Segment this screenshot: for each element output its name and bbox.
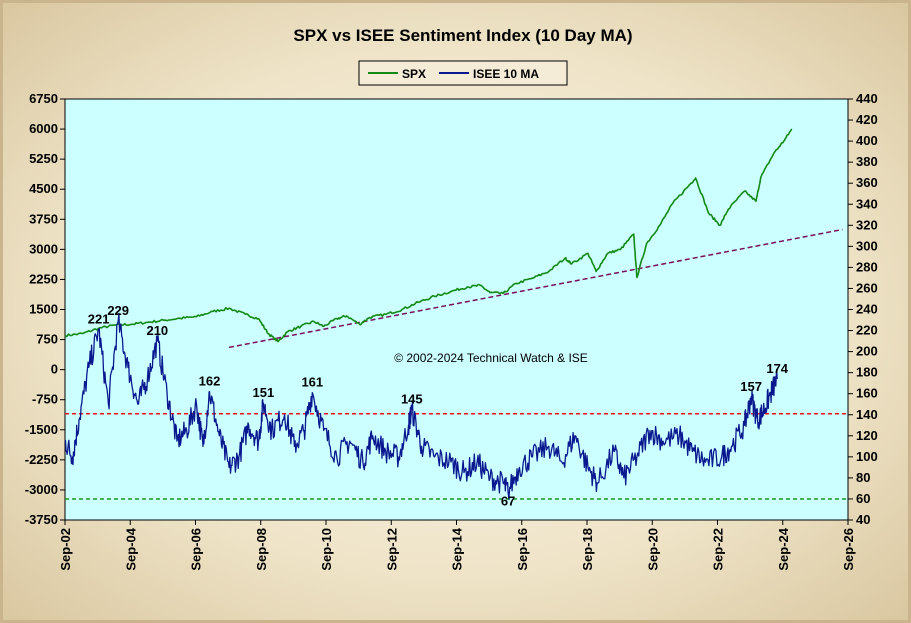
y-right-tick-label: 360 [856, 175, 878, 190]
left-y-axis: 6750 6000 5250 4500 3750 3000 2250 1500 750 0 -750… [25, 91, 65, 527]
spx-trendline [228, 228, 843, 349]
y-left-tick-label: -3000 [25, 482, 58, 497]
series-line-isee [64, 312, 778, 500]
spx-trendline-group [228, 228, 843, 349]
x-axis: Sep-02 Sep-04 Sep-06 Sep-08 Sep-10 Sep-12 Sep-… [58, 520, 856, 571]
y-right-tick-label: 400 [856, 133, 878, 148]
y-left-tick-label: 3000 [29, 241, 58, 256]
legend: SPX ISEE 10 MA [358, 60, 568, 86]
y-right-tick-label: 140 [856, 407, 878, 422]
series-line-spx [64, 128, 793, 343]
peak-label: 145 [401, 391, 423, 406]
y-right-tick-label: 380 [856, 154, 878, 169]
x-tick-label: Sep-26 [841, 528, 856, 571]
y-right-tick-label: 340 [856, 196, 878, 211]
y-right-tick-label: 200 [856, 344, 878, 359]
peak-label: 221 [88, 311, 110, 326]
y-right-tick-label: 180 [856, 365, 878, 380]
plot-area [64, 98, 849, 521]
legend-label-spx: SPX [402, 67, 426, 81]
y-left-tick-label: -1500 [25, 422, 58, 437]
y-right-tick-label: 120 [856, 428, 878, 443]
y-right-tick-label: 80 [856, 470, 870, 485]
y-left-tick-label: -3750 [25, 512, 58, 527]
y-left-tick-label: -2250 [25, 452, 58, 467]
y-right-tick-label: 40 [856, 512, 870, 527]
y-right-tick-label: 60 [856, 491, 870, 506]
x-tick-label: Sep-20 [645, 528, 660, 571]
y-right-tick-label: 280 [856, 259, 878, 274]
y-right-tick-label: 220 [856, 323, 878, 338]
y-left-tick-label: 6750 [29, 91, 58, 106]
y-left-tick-label: 4500 [29, 181, 58, 196]
y-left-tick-label: 5250 [29, 151, 58, 166]
peak-label: 157 [740, 379, 762, 394]
peak-label: 162 [199, 374, 221, 389]
chart-title: SPX vs ISEE Sentiment Index (10 Day MA) [293, 26, 632, 45]
x-tick-label: Sep-24 [776, 527, 791, 570]
peak-label: 229 [107, 303, 129, 318]
y-left-tick-label: -750 [32, 392, 58, 407]
x-tick-label: Sep-16 [515, 528, 530, 571]
x-tick-label: Sep-08 [254, 528, 269, 571]
series-group [64, 128, 793, 500]
peak-label: 161 [301, 375, 323, 390]
copyright-note: © 2002-2024 Technical Watch & ISE [394, 351, 588, 365]
y-right-tick-label: 160 [856, 386, 878, 401]
y-left-tick-label: 2250 [29, 271, 58, 286]
x-tick-label: Sep-02 [58, 528, 73, 571]
spx-vs-isee-chart: SPX vs ISEE Sentiment Index (10 Day MA) … [25, 26, 878, 571]
legend-label-isee: ISEE 10 MA [473, 67, 539, 81]
y-right-tick-label: 320 [856, 217, 878, 232]
y-right-tick-label: 300 [856, 238, 878, 253]
right-y-axis: 440 420 400 380 360 340 320 300 280 260 240 220 200 1… [848, 91, 878, 527]
y-right-tick-label: 240 [856, 302, 878, 317]
x-tick-label: Sep-12 [384, 528, 399, 571]
x-tick-label: Sep-18 [580, 528, 595, 571]
x-tick-label: Sep-04 [123, 527, 138, 570]
y-right-tick-label: 440 [856, 91, 878, 106]
y-right-tick-label: 100 [856, 449, 878, 464]
y-left-tick-label: 3750 [29, 211, 58, 226]
y-left-tick-label: 1500 [29, 302, 58, 317]
y-left-tick-label: 6000 [29, 121, 58, 136]
peak-label: 174 [766, 361, 788, 376]
peak-label: 67 [501, 494, 515, 509]
x-tick-label: Sep-14 [450, 527, 465, 570]
x-tick-label: Sep-06 [189, 528, 204, 571]
peak-label: 210 [146, 323, 168, 338]
y-right-tick-label: 260 [856, 280, 878, 295]
y-right-tick-label: 420 [856, 112, 878, 127]
x-tick-label: Sep-22 [711, 528, 726, 571]
peak-label: 151 [253, 385, 275, 400]
x-tick-label: Sep-10 [319, 528, 334, 571]
y-left-tick-label: 750 [36, 332, 58, 347]
reference-lines [65, 412, 848, 500]
y-left-tick-label: 0 [51, 362, 58, 377]
